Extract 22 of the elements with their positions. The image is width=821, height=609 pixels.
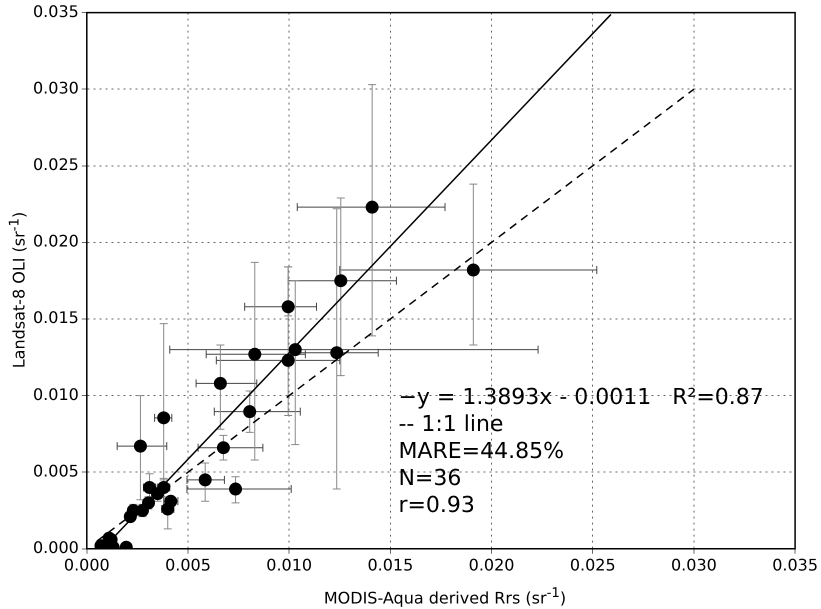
y-tick-label: 0.035 [32,2,79,21]
annotation: MARE=44.85% [398,439,564,464]
y-tick-label: 0.020 [32,232,79,251]
x-tick-label: 0.035 [772,556,818,575]
y-tick-label: 0.030 [32,78,79,98]
x-tick-label: 0.015 [367,556,414,575]
x-tick-label: 0.010 [266,556,312,575]
y-tick-label: 0.010 [32,384,79,404]
x-tick-label: 0.030 [671,556,717,575]
x-tick-label: 0.020 [468,556,514,575]
y-tick-label: 0.025 [32,154,79,174]
x-axis-title: MODIS-Aqua derived Rrs (sr$^{-1}$) [322,586,568,607]
x-tick-label: 0.000 [64,556,110,575]
annotation: r=0.93 [398,493,475,518]
x-tick-label: 0.025 [570,556,616,575]
annotation: N=36 [398,466,462,492]
annotation: -- 1:1 line [398,412,504,438]
x-tick-label: 0.005 [165,556,211,575]
y-tick-label: 0.000 [32,538,79,557]
annotation: −y = 1.3893x - 0.0011 R²=0.87 [398,385,764,410]
y-tick-label: 0.015 [32,308,79,328]
y-tick-label: 0.005 [32,461,79,480]
